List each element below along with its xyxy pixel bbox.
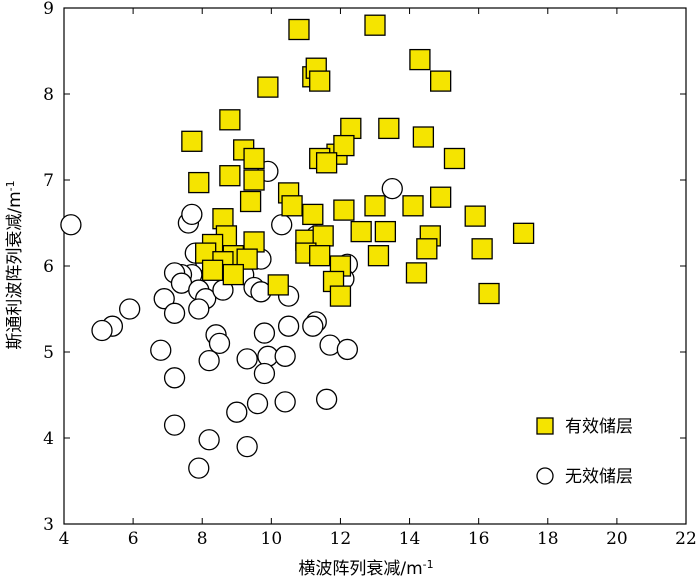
effective-reservoir-point — [416, 238, 438, 260]
x-tick-label: 14 — [399, 529, 421, 549]
effective-reservoir-point — [243, 169, 265, 191]
ineffective-reservoir-point — [277, 315, 300, 337]
ineffective-reservoir-point — [198, 349, 220, 372]
effective-reservoir-point — [302, 203, 324, 226]
ineffective-reservoir-point — [163, 302, 186, 324]
ineffective-reservoir-point — [271, 214, 293, 236]
ineffective-reservoir-point — [181, 203, 203, 226]
ineffective-reservoir-point — [381, 177, 403, 200]
y-tick-label: 8 — [43, 85, 54, 105]
effective-reservoir-point — [443, 147, 466, 170]
ineffective-reservoir-point — [253, 322, 276, 344]
y-tick-label: 7 — [43, 171, 54, 191]
x-tick-label: 18 — [537, 529, 559, 549]
effective-reservoir-point — [243, 147, 265, 170]
x-tick-label: 12 — [330, 529, 352, 549]
effective-reservoir-point — [402, 195, 424, 217]
ineffective-reservoir-point — [163, 414, 186, 436]
x-tick-label: 10 — [261, 529, 283, 549]
ineffective-reservoir-point — [60, 214, 82, 236]
effective-reservoir-point — [239, 190, 262, 213]
ineffective-reservoir-point — [119, 298, 141, 320]
x-axis-title: 横波阵列衰减/m-1 — [298, 558, 433, 580]
data-points — [60, 14, 535, 479]
ineffective-reservoir-point — [188, 298, 210, 320]
x-tick-label: 8 — [197, 529, 208, 549]
effective-reservoir-point — [364, 195, 386, 217]
y-tick-label: 5 — [43, 343, 54, 363]
effective-reservoir-point — [333, 199, 355, 221]
effective-reservoir-point — [188, 171, 210, 194]
y-tick-label: 6 — [43, 257, 54, 277]
y-axis-title-text: 斯通利波阵列衰减/m — [5, 191, 25, 349]
ineffective-reservoir-point — [150, 339, 172, 361]
effective-reservoir-point — [471, 238, 493, 260]
ineffective-reservoir-point — [153, 288, 175, 310]
effective-reservoir-point — [512, 222, 535, 244]
ineffective-reservoir-point — [208, 332, 231, 355]
ineffective-reservoir-point — [274, 391, 296, 413]
effective-reservoir-point — [412, 126, 435, 148]
ineffective-reservoir-point — [163, 367, 186, 389]
effective-reservoir-point — [219, 109, 241, 131]
x-tick-label: 22 — [675, 529, 697, 549]
legend-square-marker — [536, 417, 554, 435]
effective-reservoir-point — [409, 48, 431, 71]
effective-reservoir-point — [281, 195, 303, 217]
x-tick-label: 4 — [59, 529, 70, 549]
effective-reservoir-point — [350, 220, 372, 243]
effective-reservoir-point — [309, 70, 331, 92]
effective-reservoir-point — [405, 262, 428, 284]
legend-label: 有效储层 — [565, 417, 633, 437]
y-tick-label: 4 — [43, 429, 54, 449]
ineffective-reservoir-point — [226, 401, 248, 423]
ineffective-reservoir-point — [302, 315, 324, 337]
x-tick-label: 20 — [606, 529, 628, 549]
x-axis-title-text: 横波阵列衰减/m — [298, 559, 422, 579]
effective-reservoir-point — [222, 263, 244, 286]
effective-reservoir-point — [374, 220, 397, 243]
ineffective-reservoir-point — [274, 345, 296, 367]
x-tick-label: 6 — [128, 529, 139, 549]
x-tick-label: 16 — [468, 529, 490, 549]
x-axis-title-sup: -1 — [423, 558, 434, 571]
effective-reservoir-point — [367, 245, 390, 267]
effective-reservoir-point — [309, 245, 331, 267]
ineffective-reservoir-point — [236, 435, 258, 458]
effective-reservoir-point — [464, 205, 486, 227]
effective-reservoir-point — [257, 76, 279, 98]
effective-reservoir-point — [267, 274, 289, 296]
y-tick-label: 9 — [43, 0, 54, 19]
effective-reservoir-point — [430, 70, 452, 92]
ineffective-reservoir-point — [315, 388, 338, 410]
ineffective-reservoir-point — [236, 348, 258, 370]
effective-reservoir-point — [333, 134, 355, 157]
y-axis-title: 斯通利波阵列衰减/m-1 — [4, 180, 26, 349]
effective-reservoir-point — [478, 282, 500, 305]
ineffective-reservoir-point — [91, 319, 113, 342]
ineffective-reservoir-point — [198, 429, 220, 451]
effective-reservoir-point — [364, 14, 386, 36]
y-axis-title-sup: -1 — [4, 180, 17, 191]
effective-reservoir-point — [288, 18, 310, 41]
legend-circle-marker — [536, 467, 554, 485]
effective-reservoir-point — [219, 165, 241, 187]
effective-reservoir-point — [329, 285, 352, 307]
y-tick-label: 3 — [43, 515, 54, 535]
ineffective-reservoir-point — [336, 338, 359, 361]
effective-reservoir-point — [315, 152, 338, 174]
ineffective-reservoir-point — [188, 457, 210, 479]
ineffective-reservoir-point — [253, 362, 276, 385]
ineffective-reservoir-point — [246, 392, 269, 415]
effective-reservoir-point — [201, 259, 224, 281]
effective-reservoir-point — [430, 186, 452, 208]
effective-reservoir-point — [181, 130, 203, 152]
effective-reservoir-point — [378, 117, 400, 140]
legend-label: 无效储层 — [565, 467, 633, 487]
